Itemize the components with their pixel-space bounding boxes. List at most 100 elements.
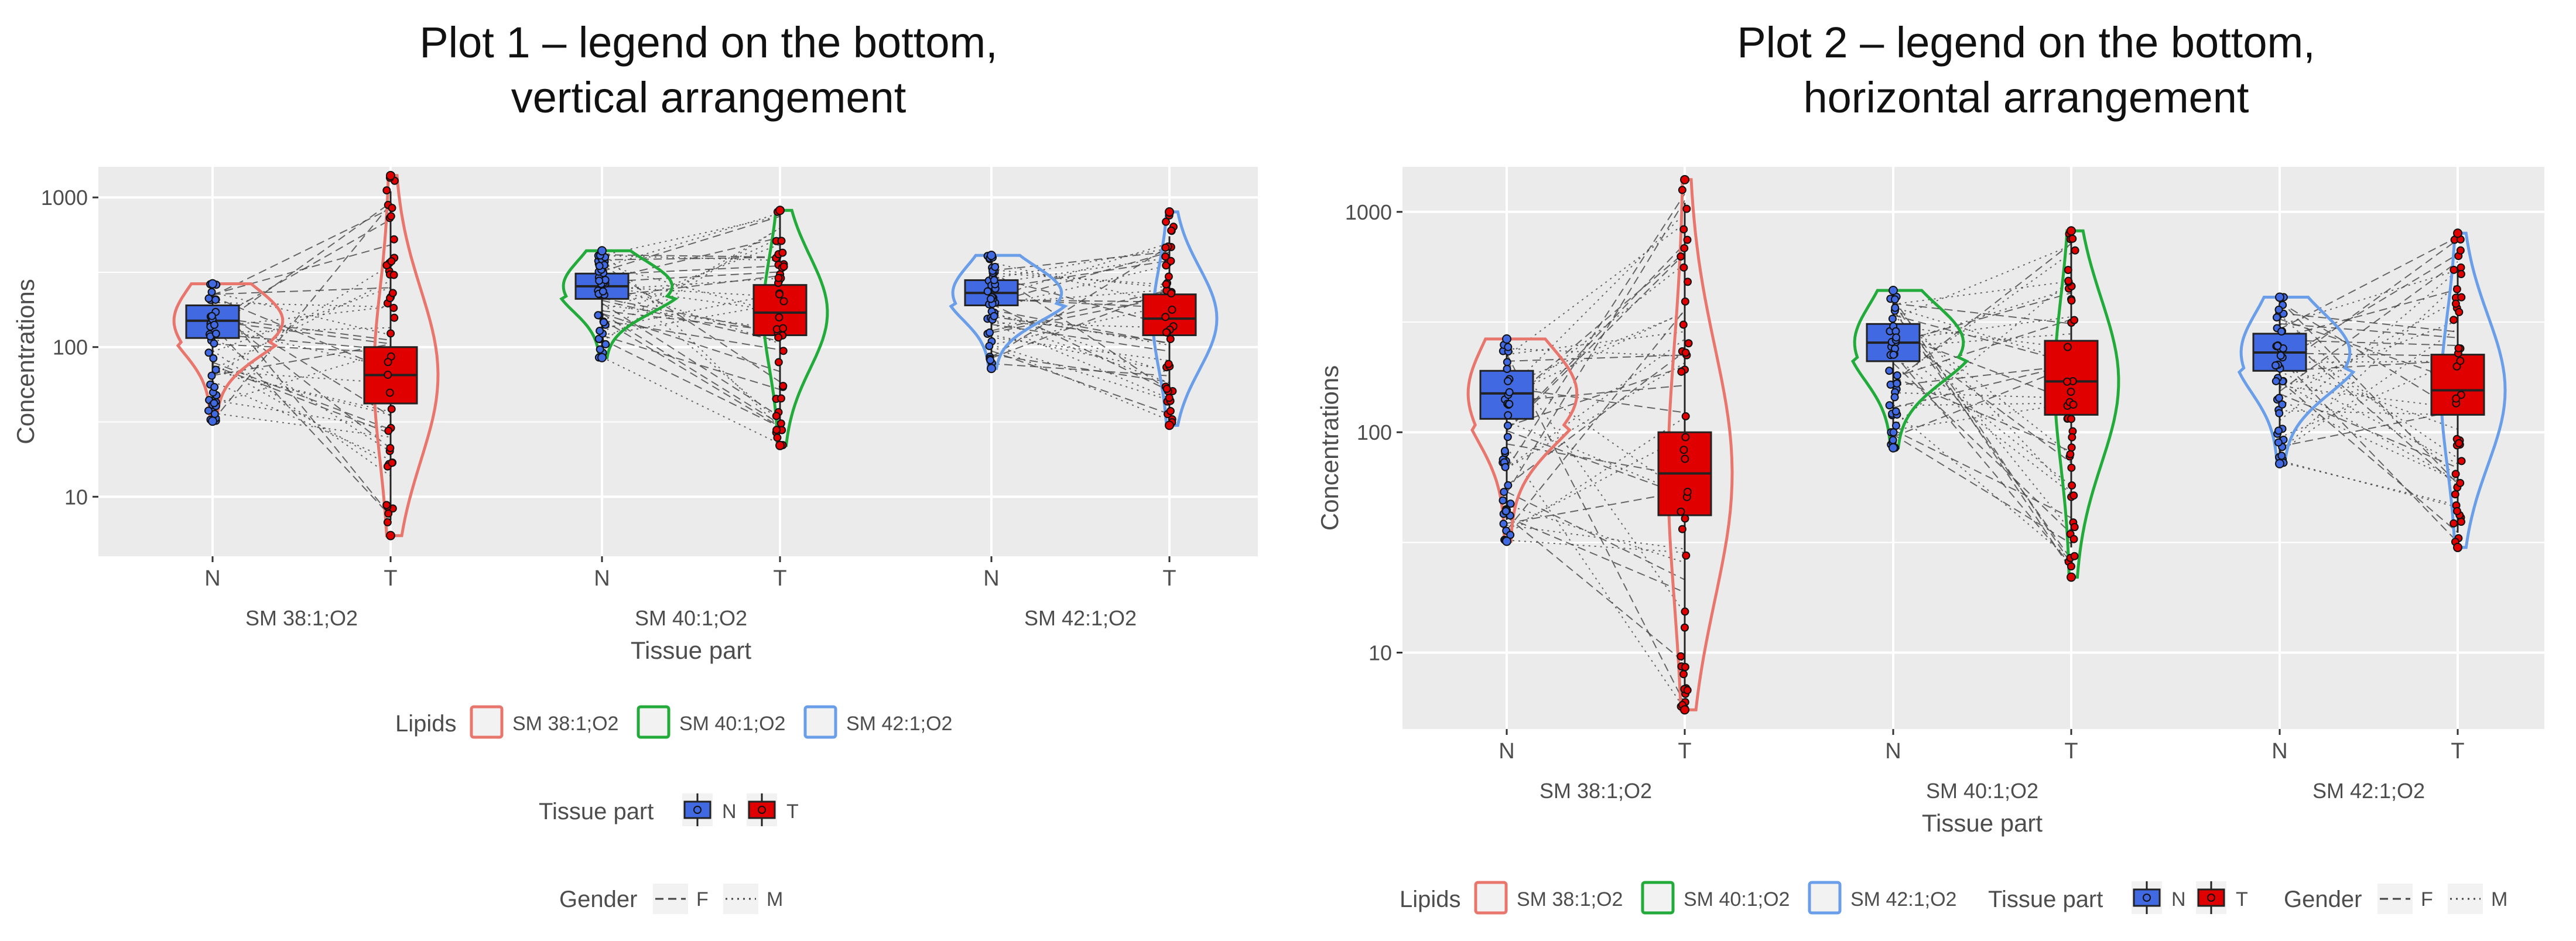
data-point (1891, 303, 1900, 312)
paired-sample-line (212, 365, 391, 434)
legend-key-lipid (1474, 881, 1508, 915)
paired-sample-line (991, 248, 1170, 279)
x-tick-label: T (384, 566, 397, 591)
plot1-title-line1: Plot 1 – legend on the bottom, (419, 18, 998, 67)
data-point (1885, 401, 1894, 410)
data-point (991, 262, 1000, 271)
paired-sample-line (2279, 236, 2458, 330)
paired-sample-line (1506, 491, 1685, 524)
paired-sample-line (2279, 357, 2458, 543)
paired-sample-line (212, 350, 391, 405)
paired-sample-line (1506, 338, 1685, 468)
paired-sample-line (1893, 303, 2072, 324)
paired-sample-line (601, 271, 781, 283)
data-point (387, 257, 396, 266)
data-point (2071, 246, 2079, 255)
data-point (1503, 421, 1512, 430)
plot1-title: Plot 1 – legend on the bottom, vertical … (0, 15, 1417, 125)
paired-sample-line (2279, 339, 2458, 347)
plot2-chart: 10 100 1000 N T SM 38:1;O2 N T SM 40:1;O2 N T SM 42… (1316, 167, 2544, 915)
paired-sample-line (212, 333, 391, 351)
data-point (2453, 228, 2462, 238)
data-point (1679, 263, 1688, 272)
data-point (208, 416, 217, 426)
data-point (2454, 344, 2463, 353)
data-point (774, 273, 783, 282)
legend-gender: Gender F M (2284, 884, 2507, 914)
paired-sample-line (601, 313, 781, 425)
data-point (773, 433, 782, 442)
paired-sample-line (601, 264, 781, 382)
data-point (1893, 379, 1901, 388)
paired-sample-line (1506, 385, 1685, 402)
paired-sample-line (212, 370, 391, 413)
data-point (2067, 296, 2076, 305)
data-point (2451, 299, 2460, 308)
data-point (1504, 411, 1513, 420)
paired-sample-line (2279, 393, 2458, 468)
paired-sample-line (2279, 331, 2458, 487)
paired-sample-line (991, 257, 1170, 284)
paired-sample-line (1506, 263, 1685, 404)
paired-sample-line (1893, 297, 2072, 564)
data-point (1502, 536, 1511, 546)
paired-sample-line (991, 337, 1170, 361)
data-point (986, 328, 994, 337)
data-point (2451, 490, 2459, 499)
paired-sample-line (2279, 360, 2458, 372)
paired-sample-line (991, 354, 1170, 383)
paired-sample-line (1893, 292, 2072, 344)
plot2-title-line2: horizontal arrangement (1803, 73, 2249, 122)
data-point (776, 419, 785, 428)
violin-outline (559, 249, 679, 360)
x-axis-title: Tissue part (1922, 809, 2043, 837)
paired-sample-line (1893, 319, 2072, 378)
paired-sample-line (1506, 213, 1685, 392)
data-point (1889, 428, 1898, 437)
paired-sample-line (2279, 323, 2458, 338)
data-point (775, 313, 784, 322)
paired-sample-line (991, 309, 1170, 344)
paired-sample-line (1506, 360, 1685, 614)
data-point (1499, 519, 1508, 528)
data-point (1678, 186, 1686, 194)
paired-sample-line (991, 314, 1170, 346)
paired-sample-line (991, 296, 1170, 334)
paired-sample-line (1893, 316, 2072, 341)
y-tick-label: 10 (1369, 641, 1392, 665)
paired-sample-line (1506, 446, 1685, 710)
paired-sample-line (2279, 380, 2458, 481)
data-point (2067, 226, 2076, 236)
paired-sample-line (601, 283, 781, 344)
paired-sample-line (991, 299, 1170, 303)
data-point (204, 348, 213, 357)
paired-sample-line (2279, 301, 2458, 412)
data-point (1165, 207, 1174, 217)
legend-title: Tissue part (1988, 887, 2103, 912)
paired-sample-line (991, 260, 1170, 290)
paired-sample-line (1893, 409, 2072, 561)
paired-sample-line (601, 338, 781, 428)
data-point (600, 318, 608, 327)
data-point (778, 248, 787, 257)
data-point (210, 339, 218, 348)
data-point (1681, 297, 1689, 306)
data-point (2274, 305, 2283, 314)
paired-sample-line (601, 275, 781, 298)
data-point (382, 501, 391, 509)
legend-title: Lipids (395, 711, 457, 737)
paired-sample-line (601, 255, 781, 261)
data-point (386, 444, 395, 453)
data-point (1682, 204, 1691, 213)
paired-sample-line (991, 251, 1170, 272)
data-point (388, 458, 396, 467)
data-point (2067, 415, 2075, 423)
paired-sample-line (1893, 402, 2072, 406)
data-point (2063, 377, 2072, 386)
paired-sample-line (601, 272, 781, 422)
data-point (1893, 371, 1901, 380)
paired-sample-line (212, 399, 391, 429)
paired-sample-line (601, 244, 781, 312)
data-point (2277, 451, 2286, 460)
